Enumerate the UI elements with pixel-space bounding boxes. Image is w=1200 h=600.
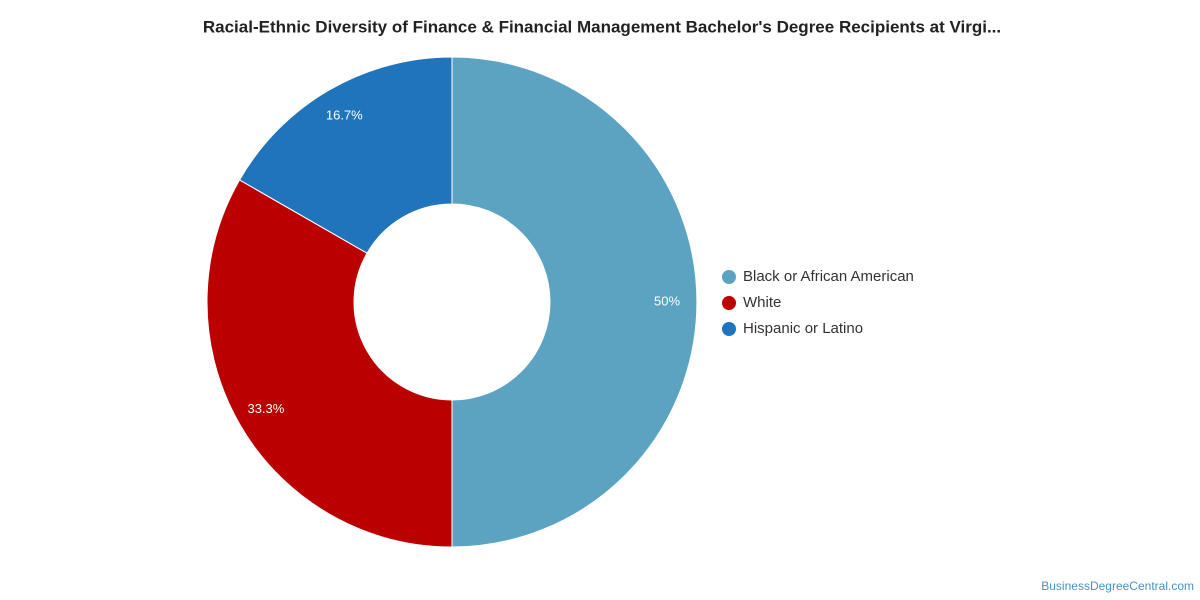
value-label: 16.7% xyxy=(326,107,363,122)
slice xyxy=(451,56,698,548)
legend-marker xyxy=(722,322,736,336)
legend-label: Hispanic or Latino xyxy=(743,320,863,337)
legend-marker xyxy=(722,270,736,284)
source[interactable]: BusinessDegreeCentral.com xyxy=(1041,579,1194,593)
slice xyxy=(238,56,453,254)
legend-label: Black or African American xyxy=(743,268,914,285)
legend-label: White xyxy=(743,294,781,311)
value-label: 33.3% xyxy=(247,401,284,416)
legend-marker xyxy=(722,296,736,310)
chart-title: Racial-Ethnic Diversity of Finance & Fin… xyxy=(203,17,1001,36)
value-label: 50% xyxy=(654,293,680,308)
slice xyxy=(206,179,453,548)
